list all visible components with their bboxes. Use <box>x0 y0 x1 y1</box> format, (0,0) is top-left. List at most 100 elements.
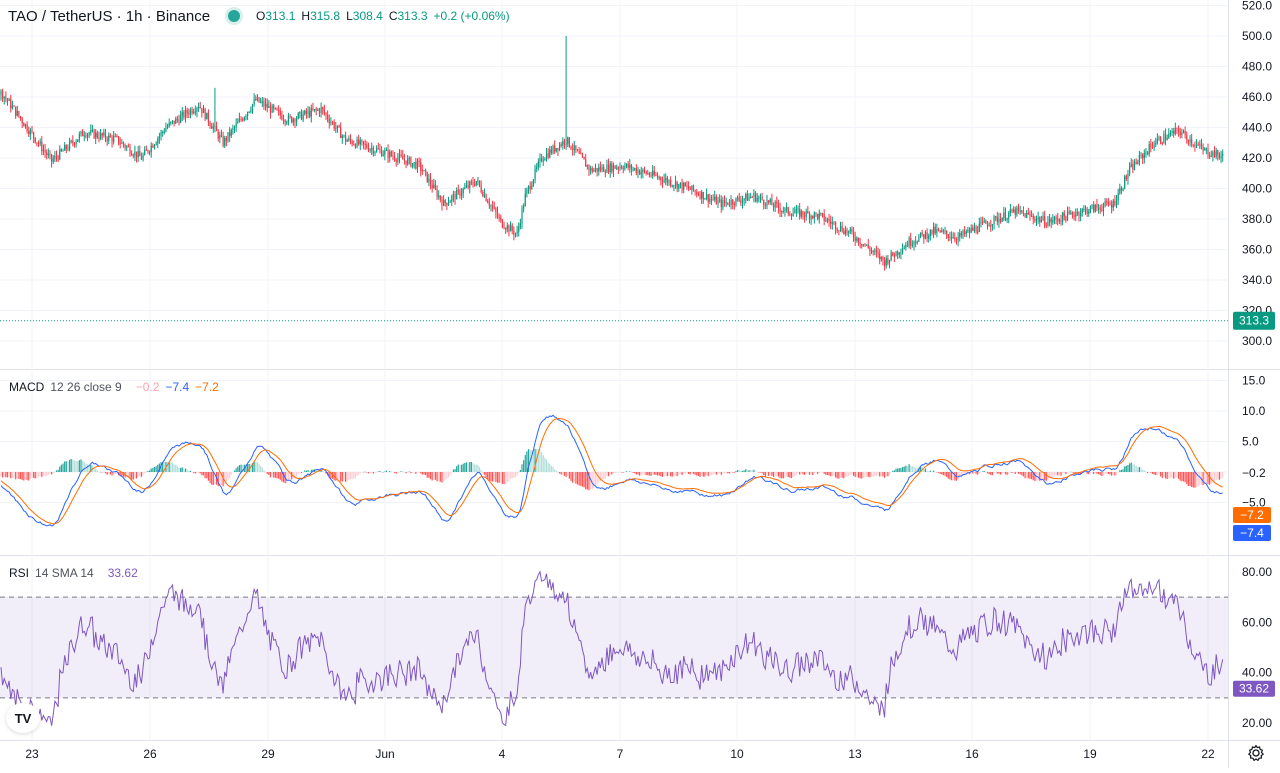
candle-body <box>493 207 495 209</box>
macd-histogram-bar <box>184 468 187 472</box>
candle-body <box>849 228 851 231</box>
macd-histogram-bar <box>892 470 894 472</box>
macd-histogram-bar <box>289 472 291 480</box>
candle-body <box>480 185 482 193</box>
tradingview-logo-text: TV <box>14 710 32 726</box>
macd-histogram-bar <box>214 472 216 485</box>
candle-body <box>23 123 25 127</box>
candle-body <box>880 256 882 260</box>
macd-histogram-bar <box>670 472 672 477</box>
candle-body <box>701 191 703 199</box>
macd-histogram-bar <box>998 472 1000 474</box>
candle-body <box>864 244 866 246</box>
candle-body <box>954 237 956 240</box>
candle-body <box>919 232 922 237</box>
macd-histogram-bar <box>594 472 597 486</box>
candle-body <box>137 151 139 158</box>
candle-body <box>1107 202 1109 205</box>
tradingview-logo[interactable]: TV <box>6 703 40 733</box>
candle-body <box>852 232 855 238</box>
macd-histogram-bar <box>826 472 829 475</box>
settings-gear-icon[interactable] <box>1247 744 1265 762</box>
candle-body <box>354 144 356 148</box>
macd-histogram-bar <box>604 472 606 479</box>
candle-body <box>719 199 721 201</box>
candle-body <box>362 141 365 144</box>
macd-histogram-bar <box>511 472 513 479</box>
macd-histogram-bar <box>686 472 688 474</box>
change-value: +0.2 (+0.06%) <box>433 9 510 23</box>
macd-histogram-bar <box>336 472 339 480</box>
candle-body <box>856 237 858 241</box>
candle-body <box>1207 148 1209 156</box>
macd-histogram-bar <box>1008 472 1010 475</box>
macd-histogram-bar <box>420 472 422 474</box>
macd-histogram-bar <box>374 472 376 474</box>
macd-histogram-bar <box>171 462 174 472</box>
candle-body <box>1027 212 1029 214</box>
candle-body <box>705 194 708 199</box>
candle-body <box>266 103 268 108</box>
candle-body <box>398 154 401 158</box>
candle-body <box>617 167 619 169</box>
macd-histogram-bar <box>492 472 494 482</box>
macd-histogram-bar <box>1194 472 1196 488</box>
macd-histogram-bar <box>101 472 103 473</box>
candle-body <box>643 169 646 172</box>
macd-histogram-bar <box>346 472 348 482</box>
macd-histogram-bar <box>1111 472 1113 476</box>
candle-body <box>67 149 69 151</box>
candle-body <box>586 165 588 167</box>
macd-histogram-bar <box>1202 472 1204 486</box>
macd-legend[interactable]: MACD 12 26 close 9 −0.2 −7.4 −7.2 <box>9 380 219 394</box>
macd-histogram-bar <box>279 472 281 480</box>
macd-histogram-bar <box>585 472 587 490</box>
macd-histogram-bar <box>578 472 580 486</box>
macd-histogram-bar <box>857 472 860 478</box>
candle-body <box>694 190 696 192</box>
macd-histogram-bar <box>629 471 631 472</box>
candle-body <box>109 135 111 138</box>
macd-histogram-bar <box>821 472 824 473</box>
candle-body <box>11 105 13 109</box>
macd-histogram-bar <box>1174 472 1176 478</box>
candle-body <box>19 116 22 119</box>
macd-histogram-bar <box>52 472 54 474</box>
macd-histogram-bar <box>852 472 855 476</box>
symbol-title[interactable]: TAO / TetherUS · 1h · Binance <box>8 7 211 25</box>
macd-histogram-bar <box>75 460 77 472</box>
macd-histogram-bar <box>1011 472 1013 473</box>
candle-body <box>1166 138 1168 140</box>
candle-body <box>176 118 178 120</box>
candle-body <box>183 111 185 118</box>
rsi-legend[interactable]: RSI 14 SMA 14 33.62 <box>9 566 138 580</box>
candle-body <box>1003 212 1005 218</box>
macd-histogram-bar <box>1160 472 1162 477</box>
macd-histogram-bar <box>619 472 621 473</box>
candle-body <box>650 175 652 177</box>
high-label: H <box>301 9 311 23</box>
rsi-tick-label: 20.00 <box>1242 716 1272 730</box>
candle-body <box>1215 150 1217 157</box>
macd-histogram-bar <box>1096 472 1098 474</box>
candle-body <box>825 220 827 222</box>
macd-histogram-bar <box>253 461 255 472</box>
candle-body <box>1024 213 1026 218</box>
candle-body <box>379 149 381 151</box>
candle-body <box>1205 148 1207 150</box>
candle-body <box>449 201 451 203</box>
candle-body <box>313 109 316 111</box>
candle-body <box>859 243 861 245</box>
candle-body <box>710 198 713 200</box>
candle-body <box>634 168 636 170</box>
price-tick-label: 340.0 <box>1242 273 1272 287</box>
candle-body <box>787 207 789 214</box>
candle-body <box>1096 204 1098 208</box>
candle-body <box>37 142 40 144</box>
candle-body <box>255 99 257 101</box>
candle-body <box>356 139 358 148</box>
macd-histogram-bar <box>15 472 17 480</box>
candle-body <box>41 141 43 152</box>
candle-body <box>972 228 974 231</box>
